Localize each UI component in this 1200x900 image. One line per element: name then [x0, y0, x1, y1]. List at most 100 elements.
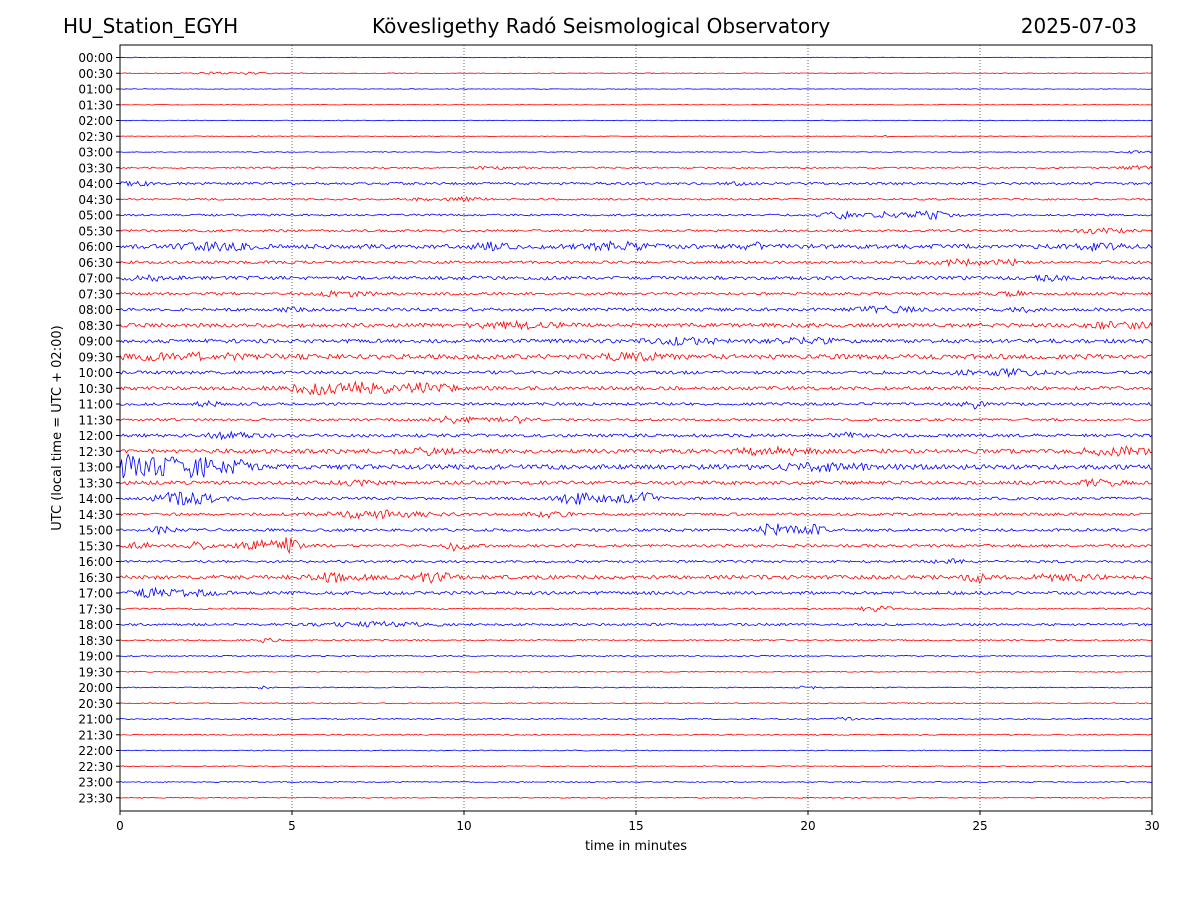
trace-1900: [119, 654, 1153, 658]
row-time-label: 09:30: [78, 350, 113, 364]
row-time-label: 22:30: [78, 760, 113, 774]
row-time-label: 17:30: [78, 602, 113, 616]
trace-0000: [119, 56, 1153, 59]
row-time-label: 07:00: [78, 272, 113, 286]
trace-0630: [119, 257, 1153, 268]
trace-0730: [119, 289, 1153, 298]
trace-1100: [119, 399, 1153, 410]
row-time-label: 18:30: [78, 634, 113, 648]
row-time-label: 18:00: [78, 618, 113, 632]
x-tick-label: 15: [628, 819, 643, 833]
trace-2030: [119, 702, 1153, 705]
row-time-label: 04:30: [78, 193, 113, 207]
row-time-label: 22:00: [78, 744, 113, 758]
trace-1530: [119, 537, 1153, 555]
trace-0100: [119, 88, 1153, 90]
plot-frame: [119, 44, 1153, 812]
row-time-label: 20:00: [78, 681, 113, 695]
row-time-label: 11:00: [78, 398, 113, 412]
trace-0530: [119, 227, 1153, 235]
trace-1200: [119, 430, 1153, 441]
row-time-label: 19:00: [78, 650, 113, 664]
trace-0400: [119, 180, 1153, 187]
trace-1230: [119, 445, 1153, 457]
x-tick-label: 0: [116, 819, 124, 833]
trace-1500: [119, 523, 1153, 537]
trace-0930: [119, 351, 1153, 363]
trace-0030: [119, 71, 1153, 75]
row-time-label: 14:00: [78, 492, 113, 506]
x-tick-label: 20: [800, 819, 815, 833]
row-time-label: 00:30: [78, 67, 113, 81]
trace-2330: [119, 796, 1153, 799]
trace-2200: [119, 749, 1153, 752]
trace-0430: [119, 196, 1153, 203]
row-time-label: 12:30: [78, 445, 113, 459]
row-time-label: 23:00: [78, 776, 113, 790]
row-time-label: 01:00: [78, 83, 113, 97]
row-time-label: 11:30: [78, 413, 113, 427]
row-time-label: 04:00: [78, 177, 113, 191]
trace-1300: [119, 453, 1153, 479]
x-tick-label: 25: [972, 819, 987, 833]
trace-0830: [119, 319, 1153, 331]
row-time-label: 15:30: [78, 539, 113, 553]
row-time-label: 02:00: [78, 114, 113, 128]
trace-0130: [119, 104, 1153, 106]
row-time-label: 05:00: [78, 209, 113, 223]
trace-1430: [119, 509, 1153, 520]
trace-2230: [119, 765, 1153, 768]
row-time-label: 05:30: [78, 224, 113, 238]
x-axis-label: time in minutes: [585, 839, 687, 854]
row-time-label: 17:00: [78, 587, 113, 601]
trace-1000: [119, 367, 1153, 378]
trace-0230: [119, 134, 1153, 138]
vertical-gridlines: [291, 45, 981, 811]
station-label: HU_Station_EGYH: [63, 14, 239, 38]
row-time-label: 16:30: [78, 571, 113, 585]
trace-0800: [119, 305, 1153, 315]
trace-1630: [119, 571, 1153, 584]
row-time-label: 19:30: [78, 665, 113, 679]
trace-2100: [119, 716, 1153, 721]
x-tick-label: 5: [288, 819, 296, 833]
trace-1700: [119, 586, 1153, 599]
trace-2130: [119, 733, 1153, 736]
seismic-traces: [119, 56, 1153, 799]
trace-2000: [119, 685, 1153, 690]
row-time-label: 13:00: [78, 461, 113, 475]
chart-title: Kövesligethy Radó Seismological Observat…: [372, 14, 831, 38]
trace-0300: [119, 150, 1153, 154]
x-tick-label: 10: [456, 819, 471, 833]
trace-0600: [119, 240, 1153, 253]
row-time-label: 02:30: [78, 130, 113, 144]
row-time-label: 10:00: [78, 366, 113, 380]
row-time-label: 00:00: [78, 51, 113, 65]
trace-1600: [119, 558, 1153, 565]
row-time-label: 08:00: [78, 303, 113, 317]
row-time-label: 13:30: [78, 476, 113, 490]
row-time-label: 10:30: [78, 382, 113, 396]
row-time-label: 03:30: [78, 161, 113, 175]
row-time-label: 06:00: [78, 240, 113, 254]
date-label: 2025-07-03: [1020, 14, 1137, 38]
x-axis-ticks: 0 5 10 15 20 25 30: [116, 811, 1160, 833]
trace-1730: [119, 605, 1153, 612]
row-time-label: 16:00: [78, 555, 113, 569]
row-time-label: 12:00: [78, 429, 113, 443]
trace-1030: [119, 380, 1153, 396]
row-time-label: 21:00: [78, 713, 113, 727]
x-tick-label: 30: [1144, 819, 1159, 833]
row-time-label: 07:30: [78, 287, 113, 301]
row-time-label: 01:30: [78, 98, 113, 112]
trace-0500: [119, 210, 1153, 221]
trace-0700: [119, 274, 1153, 283]
trace-1130: [119, 415, 1153, 425]
trace-1830: [119, 637, 1153, 643]
trace-1800: [119, 620, 1153, 628]
row-time-label: 21:30: [78, 728, 113, 742]
row-time-label: 14:30: [78, 508, 113, 522]
trace-1330: [119, 477, 1153, 488]
